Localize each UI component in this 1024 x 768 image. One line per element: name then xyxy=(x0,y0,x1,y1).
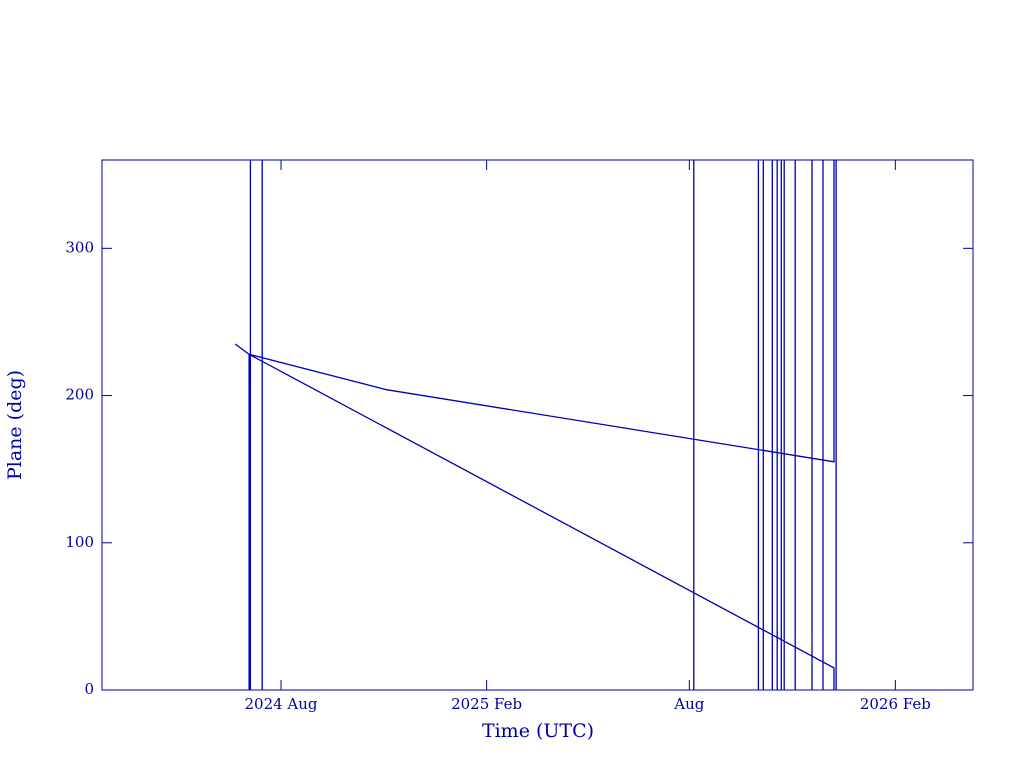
y-tick-label: 200 xyxy=(65,386,94,404)
x-tick-label: Aug xyxy=(673,695,704,713)
x-tick-label: 2025 Feb xyxy=(451,695,522,713)
y-tick-label: 100 xyxy=(65,533,94,551)
y-tick-label: 300 xyxy=(65,238,94,256)
x-tick-label: 2024 Aug xyxy=(244,695,317,713)
y-tick-label: 0 xyxy=(84,680,94,698)
y-axis-label: Plane (deg) xyxy=(4,370,26,480)
plot-frame xyxy=(101,159,974,691)
x-tick-label: 2026 Feb xyxy=(860,695,931,713)
x-axis-label: Time (UTC) xyxy=(482,720,594,742)
data-line xyxy=(234,160,837,690)
